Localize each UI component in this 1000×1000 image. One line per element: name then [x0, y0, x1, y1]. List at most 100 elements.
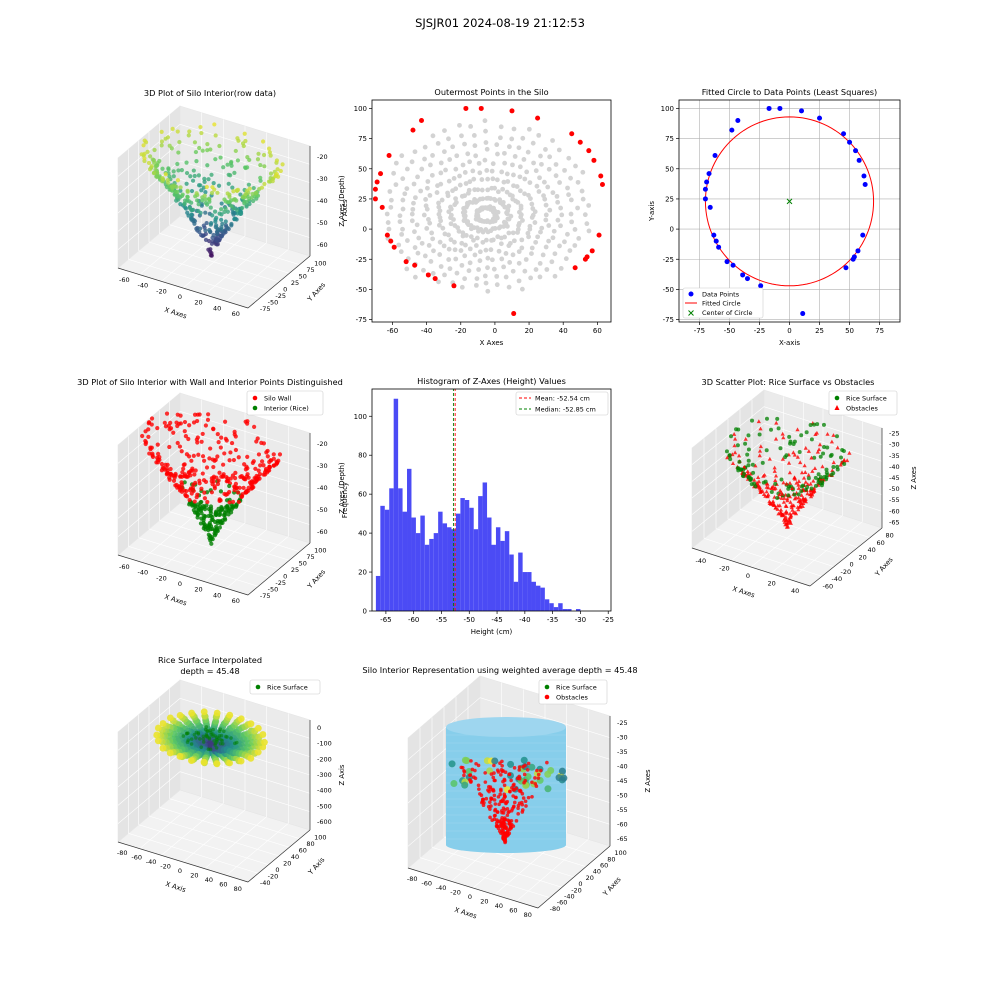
y-tick-label: -20: [841, 568, 852, 576]
rice-surface-point: [234, 740, 239, 745]
obstacle-point: [530, 780, 534, 785]
obstacle-point: [748, 471, 753, 476]
depth-point: [274, 173, 279, 179]
obstacle-point: [736, 453, 742, 458]
gray-point: [529, 251, 534, 257]
wall-or-interior-point: [236, 455, 241, 460]
obstacle-point: [800, 497, 806, 502]
gray-point: [558, 265, 564, 271]
z-tick-label: -50: [617, 791, 628, 799]
histogram-bar: [424, 544, 430, 611]
gray-point: [576, 235, 582, 241]
gray-point: [494, 177, 500, 183]
obstacle-point: [512, 782, 516, 787]
gray-point: [558, 205, 564, 211]
obstacle-point: [803, 445, 808, 450]
wall-or-interior-point: [187, 497, 192, 503]
gray-point: [426, 243, 432, 248]
gray-point: [460, 162, 466, 168]
gray-point: [565, 231, 570, 237]
x-tick-label: -20: [156, 574, 167, 582]
surface-cell: [200, 758, 208, 766]
wall-or-interior-point: [184, 494, 190, 499]
depth-point: [221, 165, 226, 170]
rice-surface-point: [741, 471, 746, 476]
wall-or-interior-point: [257, 476, 262, 481]
obstacle-point: [796, 482, 801, 487]
wall-or-interior-point: [215, 454, 220, 459]
data-point: [799, 108, 805, 114]
gray-point: [511, 238, 517, 244]
depth-point: [209, 221, 214, 226]
outermost-point: [599, 181, 605, 187]
obstacle-point: [476, 763, 481, 768]
rice-surface-point: [185, 731, 189, 736]
gray-point: [436, 200, 441, 206]
obstacle-point: [780, 431, 785, 436]
gray-point: [536, 189, 542, 194]
x-tick-label: 40: [213, 591, 221, 599]
legend-box: [538, 679, 608, 705]
obstacle-point: [803, 479, 808, 484]
gray-point: [533, 267, 539, 272]
depth-point: [209, 253, 214, 258]
legend-marker: [252, 405, 258, 411]
x-tick-label: -25: [754, 327, 765, 335]
z-tick-label: -25: [889, 430, 900, 438]
gray-point: [529, 245, 535, 251]
depth-point: [198, 226, 203, 231]
gray-point: [421, 212, 427, 218]
gray-point: [430, 236, 436, 242]
gray-point: [490, 176, 496, 182]
data-point: [724, 259, 730, 265]
x-tick-label: -40: [138, 282, 149, 290]
gray-point: [405, 238, 410, 243]
legend-box: [249, 679, 321, 695]
data-point: [744, 276, 750, 282]
legend-marker: [544, 694, 550, 700]
wall-or-interior-point: [210, 457, 215, 462]
depth-point: [203, 210, 208, 215]
wall-or-interior-point: [225, 476, 230, 481]
depth-point: [251, 185, 256, 191]
obstacle-point: [493, 802, 498, 806]
rice-surface-point: [214, 746, 219, 750]
gray-point: [471, 133, 477, 138]
obstacle-point: [790, 503, 795, 508]
gray-point: [467, 260, 473, 266]
obstacle-point: [521, 808, 525, 812]
rice-surface-point: [746, 475, 751, 480]
obstacle-point: [521, 796, 526, 800]
y-tick-label: 20: [859, 553, 867, 561]
outermost-point: [386, 153, 392, 158]
wall-or-interior-point: [231, 457, 237, 463]
obstacle-point: [809, 455, 814, 460]
depth-point: [187, 129, 192, 134]
gray-point: [506, 230, 512, 236]
depth-point: [176, 194, 181, 199]
grid-line: [691, 406, 765, 465]
obstacle-point: [491, 788, 495, 793]
obstacle-point: [806, 449, 811, 453]
wall-or-interior-point: [200, 471, 205, 476]
legend-label: Mean: -52.54 cm: [535, 395, 590, 403]
z-tick-label: -25: [617, 719, 628, 727]
depth-point: [253, 190, 259, 195]
gray-point: [409, 218, 415, 224]
panel-title: Outermost Points in the Silo: [434, 87, 548, 97]
obstacle-point: [784, 481, 789, 486]
surface-cell: [226, 759, 234, 767]
obstacle-point: [501, 837, 506, 841]
wall-or-interior-point: [233, 447, 239, 453]
data-point: [855, 248, 861, 254]
depth-point: [208, 147, 213, 152]
obstacle-point: [752, 477, 757, 482]
z-tick-label: -50: [889, 485, 900, 493]
obstacle-point: [783, 503, 788, 508]
histogram-bar: [567, 609, 572, 611]
obstacle-point: [781, 517, 787, 522]
gray-point: [457, 173, 462, 179]
y-tick-label: 100: [314, 833, 326, 841]
gray-point: [429, 230, 435, 236]
data-point: [856, 157, 862, 163]
